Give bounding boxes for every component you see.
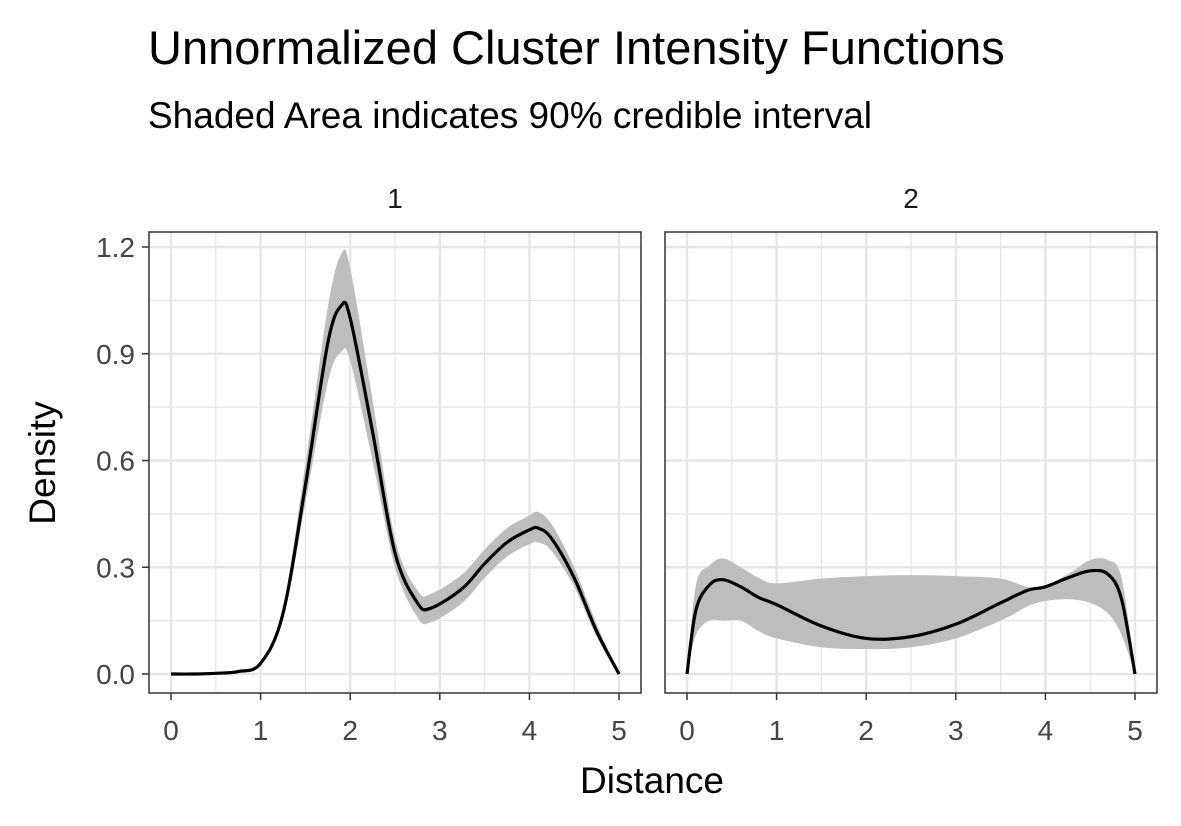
x-tick-label: 0 [163,715,179,746]
panel-border [148,231,642,694]
facet-strip-label: 1 [387,183,403,214]
y-tick-label: 1.2 [96,232,135,263]
x-tick-label: 2 [858,715,874,746]
x-axis-title: Distance [580,760,724,801]
y-axis-title: Density [22,401,63,525]
facet-panels: 1 0 1 2 3 4 5 0.0 0.3 0.6 0.9 1.2 2 0 1 2 3 4 5 [96,183,1158,746]
x-tick-label: 1 [253,715,269,746]
x-tick-label: 5 [611,715,627,746]
chart-title: Unnormalized Cluster Intensity Functions [148,21,1005,74]
y-tick-label: 0.6 [96,446,135,477]
x-tick-label: 0 [679,715,695,746]
y-tick-label: 0.3 [96,552,135,583]
x-tick-label: 3 [948,715,964,746]
x-tick-label: 1 [769,715,785,746]
panel-border [664,231,1158,694]
facet-panel-2: 2 0 1 2 3 4 5 [664,183,1158,746]
mean-intensity-line [685,568,1137,675]
x-tick-label: 4 [522,715,538,746]
credible-interval-ribbon [687,558,1135,674]
facet-panel-1: 1 0 1 2 3 4 5 0.0 0.3 0.6 0.9 1.2 [96,183,642,746]
mean-intensity-line [170,300,621,676]
y-tick-label: 0.0 [96,659,135,690]
facet-strip-label: 2 [903,183,919,214]
x-tick-label: 3 [432,715,448,746]
chart-subtitle: Shaded Area indicates 90% credible inter… [148,95,872,136]
x-tick-label: 5 [1127,715,1143,746]
y-tick-label: 0.9 [96,339,135,370]
x-tick-label: 4 [1038,715,1054,746]
x-tick-label: 2 [342,715,358,746]
